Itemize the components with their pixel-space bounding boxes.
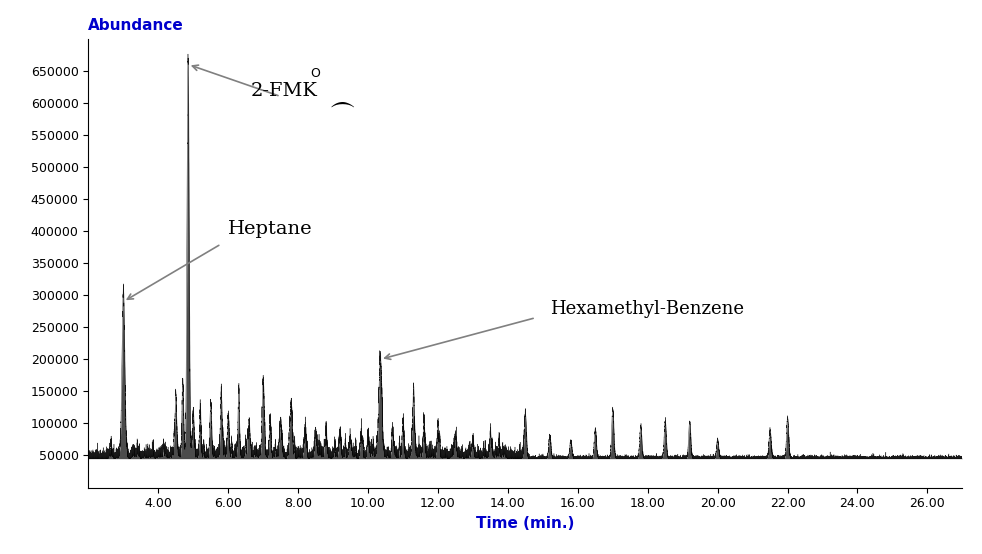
Text: Heptane: Heptane <box>228 220 313 238</box>
Text: $\frown$: $\frown$ <box>325 90 355 114</box>
X-axis label: Time (min.): Time (min.) <box>476 516 574 531</box>
Text: O: O <box>310 67 320 80</box>
Text: Hexamethyl-Benzene: Hexamethyl-Benzene <box>550 300 743 319</box>
Text: 2-FMK: 2-FMK <box>251 83 318 100</box>
Text: Abundance: Abundance <box>88 18 185 33</box>
